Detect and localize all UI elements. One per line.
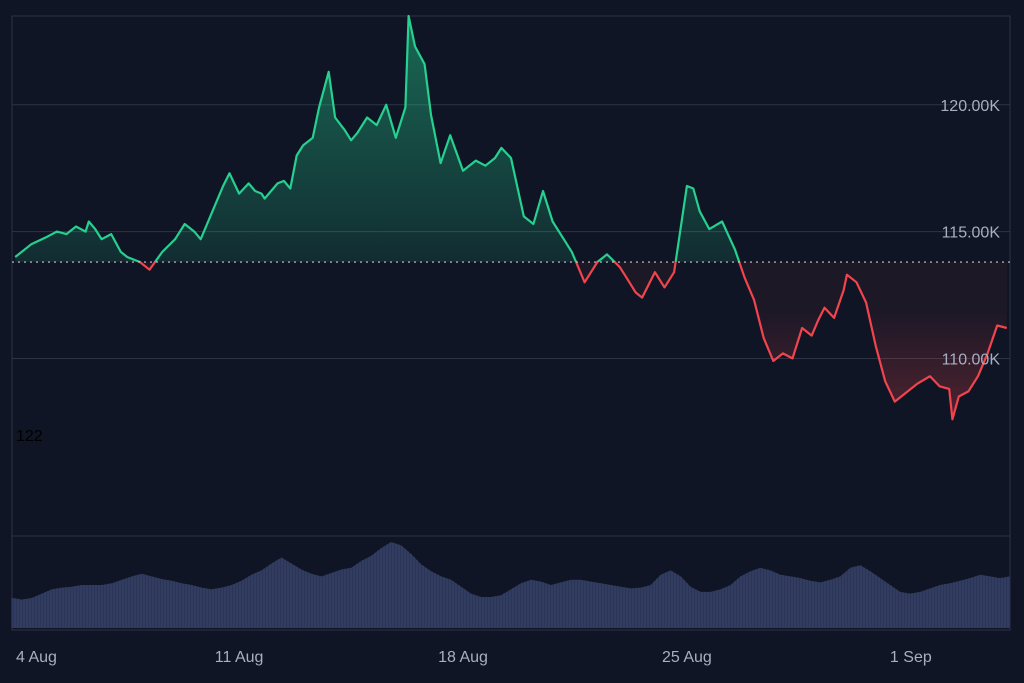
y-axis: 110.00K 115.00K 120.00K — [940, 98, 1000, 369]
up-area — [15, 16, 740, 263]
price-areas — [15, 16, 1007, 420]
down-area — [15, 262, 1007, 420]
plot-frame — [11, 15, 1011, 631]
price-line-up — [14, 14, 741, 263]
volume-bars — [11, 542, 1010, 628]
y-tick-label: 110.00K — [942, 351, 1001, 368]
y-tick-label: 120.00K — [940, 98, 1000, 115]
price-line-down — [137, 262, 1008, 421]
x-tick-label: 25 Aug — [662, 649, 712, 666]
price-lines — [14, 14, 1008, 421]
stray-value-label: 122 — [16, 428, 43, 445]
x-tick-label: 11 Aug — [215, 649, 264, 666]
x-tick-label: 18 Aug — [438, 649, 488, 666]
x-axis: 4 Aug 11 Aug 18 Aug 25 Aug 1 Sep — [16, 649, 932, 666]
x-tick-label: 4 Aug — [16, 649, 57, 666]
y-tick-label: 115.00K — [942, 225, 1001, 242]
x-tick-label: 1 Sep — [890, 649, 932, 666]
